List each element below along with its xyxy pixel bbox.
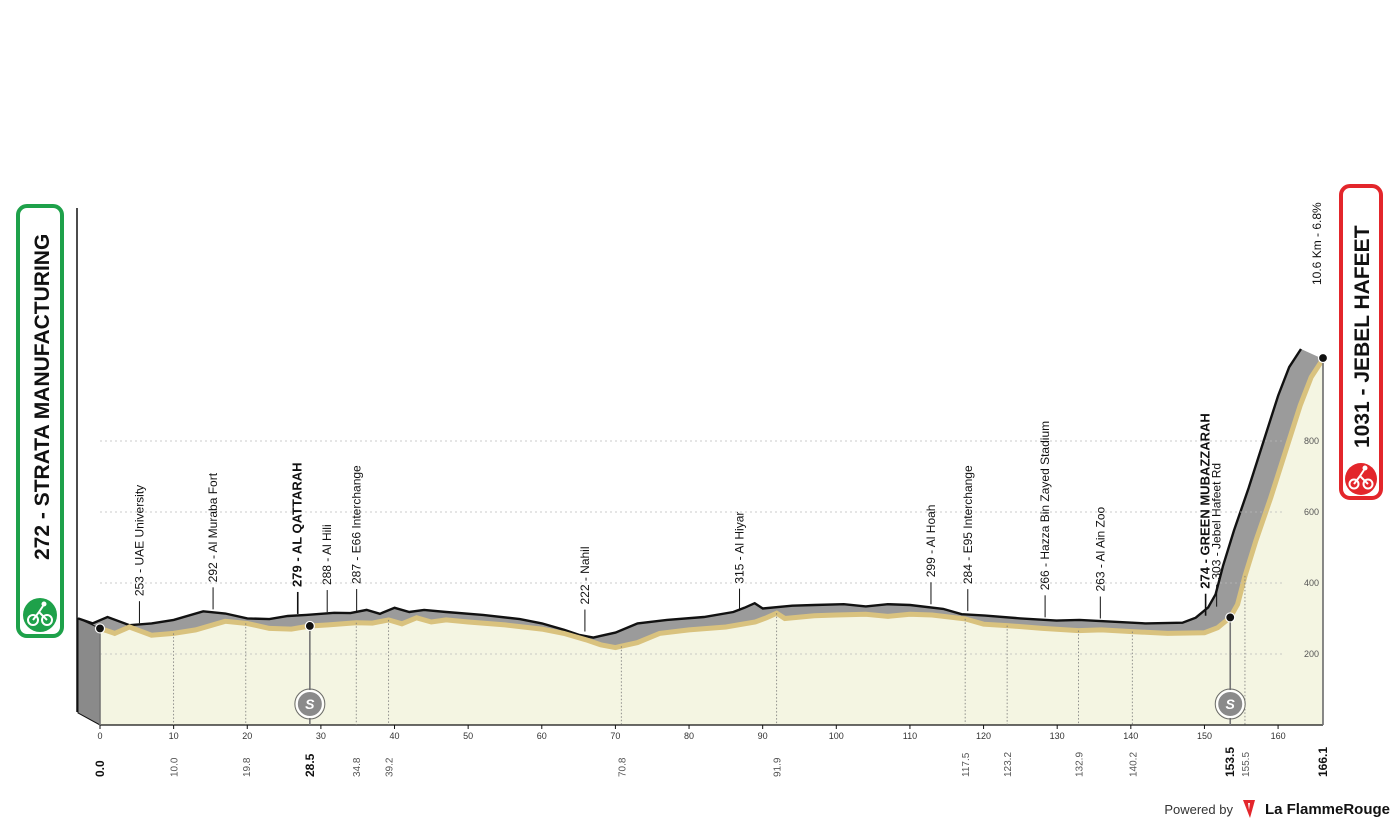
profile-top-surface xyxy=(78,349,1323,648)
km-tick-label: 40 xyxy=(390,731,400,741)
climb-label: 10.6 Km - 6.8% xyxy=(1310,202,1324,285)
powered-by-label: Powered by xyxy=(1164,801,1233,817)
profile-front-fill xyxy=(100,359,1323,725)
waypoint-label: 288 - Al Hili xyxy=(320,524,334,585)
cyclist-icon xyxy=(23,598,57,632)
profile-point-marker xyxy=(1225,612,1236,623)
sprint-icon xyxy=(295,690,324,718)
km-marker-label: 153.5 xyxy=(1223,747,1237,777)
start-banner: 272 - STRATA MANUFACTURING xyxy=(16,204,64,638)
km-tick-label: 160 xyxy=(1271,731,1286,741)
start-label: 272 - STRATA MANUFACTURING xyxy=(31,234,54,560)
km-marker-label: 34.8 xyxy=(352,757,363,777)
sprint-label: S xyxy=(1226,696,1236,712)
km-marker-label: 39.2 xyxy=(385,757,396,777)
sprint-ring xyxy=(294,688,326,720)
km-tick-label: 120 xyxy=(976,731,991,741)
waypoint-label: 274 - GREEN MUBAZZARAH xyxy=(1198,413,1213,589)
km-tick-label: 20 xyxy=(242,731,252,741)
waypoint-label: 284 - E95 Interchange xyxy=(961,465,975,584)
km-tick-label: 50 xyxy=(463,731,473,741)
waypoint-label: 253 - UAE University xyxy=(132,485,146,596)
waypoint-label: 299 - Al Hoah xyxy=(924,505,938,578)
km-tick-label: 60 xyxy=(537,731,547,741)
km-tick-label: 140 xyxy=(1123,731,1138,741)
km-tick-label: 90 xyxy=(758,731,768,741)
km-marker-label: 70.8 xyxy=(617,757,628,777)
cyclist-icon xyxy=(1345,463,1377,495)
km-tick-label: 110 xyxy=(903,731,917,741)
km-marker-label: 117.5 xyxy=(961,752,972,777)
profile-point-marker xyxy=(304,620,315,632)
waypoint-label: 263 - Al Ain Zoo xyxy=(1093,506,1107,591)
km-marker-label: 19.8 xyxy=(242,757,253,777)
finish-banner: 1031 - JEBEL HAFEET xyxy=(1339,184,1383,500)
sprint-label: S xyxy=(305,696,315,712)
elevation-tick-label: 800 xyxy=(1304,436,1319,446)
sprint-ring xyxy=(1214,688,1246,720)
waypoint-label: 266 - Hazza Bin Zayed Stadium xyxy=(1038,421,1052,590)
km-marker-label: 123.2 xyxy=(1003,752,1014,777)
profile-left-wall xyxy=(77,617,101,726)
profile-point-marker xyxy=(94,623,106,634)
km-tick-label: 130 xyxy=(1050,731,1065,741)
km-tick-label: 10 xyxy=(169,731,179,741)
flame-logo-icon xyxy=(1242,800,1255,818)
km-marker-label: 0.0 xyxy=(93,760,107,777)
elevation-tick-label: 200 xyxy=(1304,649,1319,659)
waypoint-label: 292 - Al Muraba Fort xyxy=(206,472,220,582)
km-tick-label: 0 xyxy=(97,731,102,741)
km-tick-label: 100 xyxy=(829,731,844,741)
profile-top-outline xyxy=(77,348,1303,639)
waypoint-label: 287 - E66 Interchange xyxy=(350,465,364,584)
km-tick-label: 70 xyxy=(610,731,620,741)
waypoint-label: 315 - Al Hiyar xyxy=(733,512,747,584)
finish-label: 1031 - JEBEL HAFEET xyxy=(1351,225,1374,448)
km-marker-label: 155.5 xyxy=(1241,752,1252,777)
sprint-icon xyxy=(1216,690,1245,718)
km-marker-label: 10.0 xyxy=(170,757,181,777)
km-marker-label: 140.2 xyxy=(1128,752,1139,777)
elevation-tick-label: 600 xyxy=(1304,507,1319,517)
profile-point-marker xyxy=(1317,352,1329,364)
footer: Powered by La FlammeRouge xyxy=(1164,799,1390,819)
km-tick-label: 150 xyxy=(1197,731,1212,741)
km-tick-label: 30 xyxy=(316,731,326,741)
waypoint-label: 279 - AL QATTARAH xyxy=(290,462,305,586)
km-marker-label: 91.9 xyxy=(773,757,784,777)
km-marker-label: 166.1 xyxy=(1316,747,1330,777)
elevation-tick-label: 400 xyxy=(1304,578,1319,588)
profile-surface-band xyxy=(99,357,1326,651)
km-marker-label: 28.5 xyxy=(303,753,317,777)
km-marker-label: 132.9 xyxy=(1075,752,1086,777)
km-tick-label: 80 xyxy=(684,731,694,741)
waypoint-label: 222 - Nahil xyxy=(578,546,592,604)
waypoint-label: 303 - Jebel Hafeet Rd xyxy=(1210,463,1224,580)
brand-name: La FlammeRouge xyxy=(1264,800,1390,818)
